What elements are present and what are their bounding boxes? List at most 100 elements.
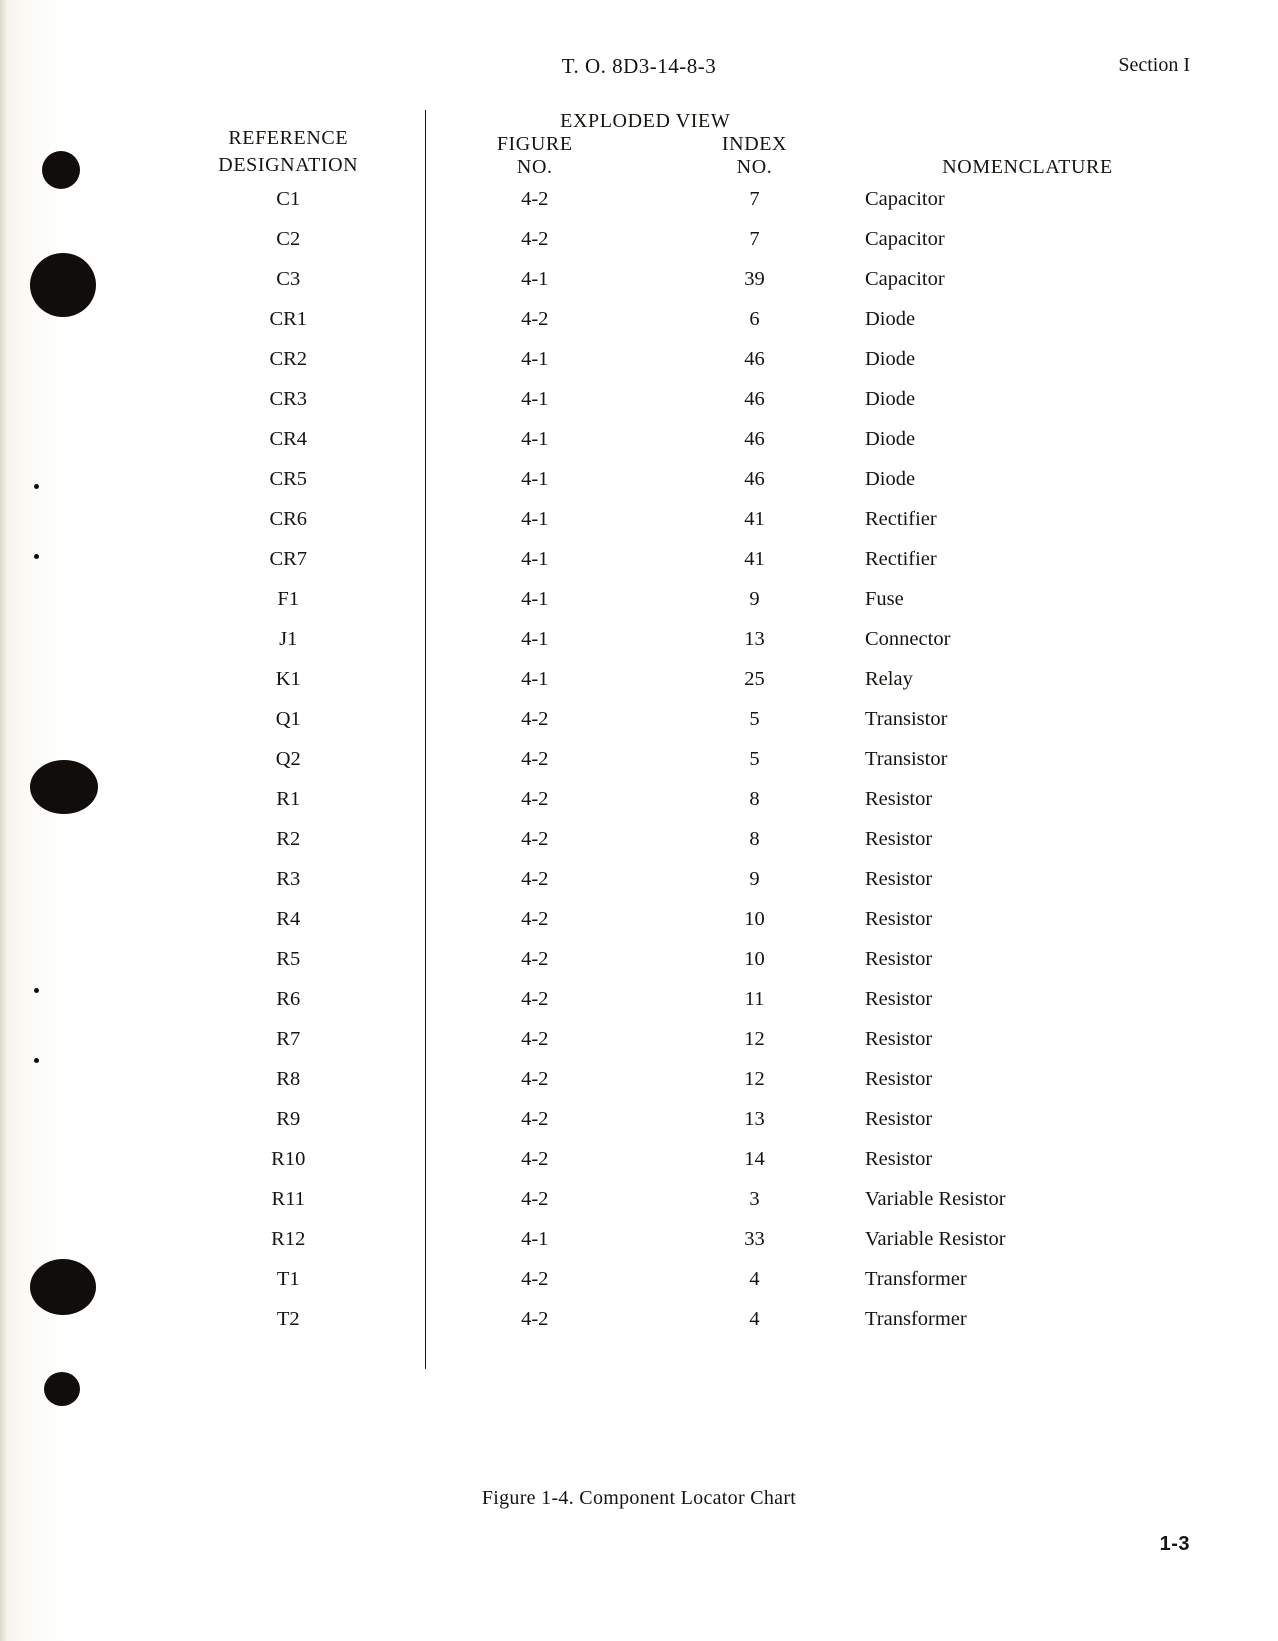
cell-index-no: 46 — [744, 347, 765, 370]
cell-index-no: 14 — [744, 1147, 765, 1170]
figure-caption: Figure 1-4. Component Locator Chart — [481, 1487, 797, 1509]
reference-designation-line1: REFERENCE — [228, 127, 349, 149]
cell-nomenclature: Rectifier — [865, 547, 937, 570]
cell-reference-designation: R4 — [276, 907, 301, 930]
column-header-figure-no: FIGURE NO. — [424, 133, 644, 179]
binder-punch-mark — [42, 151, 80, 189]
cell-reference-designation: CR3 — [269, 387, 308, 410]
cell-index-no: 9 — [749, 867, 760, 890]
cell-nomenclature: Transistor — [865, 707, 948, 730]
cell-nomenclature: Resistor — [865, 867, 933, 890]
cell-nomenclature: Resistor — [865, 787, 933, 810]
cell-reference-designation: CR5 — [269, 467, 308, 490]
cell-index-no: 11 — [744, 987, 765, 1010]
table-row: R11 4-2 3 Variable Resistor — [152, 1179, 1190, 1219]
cell-nomenclature: Rectifier — [865, 507, 937, 530]
cell-nomenclature: Transformer — [865, 1267, 967, 1290]
cell-figure-no: 4-2 — [424, 819, 644, 859]
table-row: R8 4-2 12 Resistor — [152, 1059, 1190, 1099]
cell-figure-no: 4-1 — [424, 619, 644, 659]
cell-index-no: 46 — [744, 427, 765, 450]
cell-nomenclature: Transistor — [865, 747, 948, 770]
cell-index-no: 4 — [749, 1267, 760, 1290]
cell-reference-designation: T2 — [276, 1307, 300, 1330]
speck-artifact — [34, 1058, 39, 1063]
cell-figure-no: 4-2 — [424, 1099, 644, 1139]
cell-nomenclature: Diode — [865, 387, 916, 410]
cell-reference-designation: R6 — [276, 987, 301, 1010]
cell-reference-designation: R8 — [276, 1067, 301, 1090]
cell-index-no: 4 — [749, 1307, 760, 1330]
reference-designation-line2: DESIGNATION — [218, 154, 359, 176]
cell-index-no: 13 — [744, 627, 765, 650]
cell-nomenclature: Resistor — [865, 907, 933, 930]
cell-index-no: 12 — [744, 1027, 765, 1050]
cell-figure-no: 4-1 — [424, 1219, 644, 1259]
cell-reference-designation: R2 — [276, 827, 301, 850]
cell-index-no: 3 — [749, 1187, 760, 1210]
table-footer — [152, 1339, 1190, 1369]
table-row: R10 4-2 14 Resistor — [152, 1139, 1190, 1179]
table-row: C1 4-2 7 Capacitor — [152, 179, 1190, 219]
speck-artifact — [34, 554, 39, 559]
cell-index-no: 9 — [749, 587, 760, 610]
index-no-line2: NO. — [736, 156, 773, 178]
cell-index-no: 41 — [744, 507, 765, 530]
cell-figure-no: 4-2 — [424, 739, 644, 779]
speck-artifact — [34, 484, 39, 489]
table-row: R4 4-2 10 Resistor — [152, 899, 1190, 939]
cell-reference-designation: F1 — [277, 587, 300, 610]
cell-nomenclature: Variable Resistor — [865, 1187, 1006, 1210]
column-header-nomenclature: NOMENCLATURE — [942, 156, 1113, 178]
cell-figure-no: 4-2 — [424, 899, 644, 939]
section-header: Section I — [1118, 54, 1190, 76]
component-locator-table: REFERENCE DESIGNATION EXPLODED VIEW NOME… — [152, 110, 1190, 1369]
table-row: Q2 4-2 5 Transistor — [152, 739, 1190, 779]
table-row: R9 4-2 13 Resistor — [152, 1099, 1190, 1139]
cell-nomenclature: Diode — [865, 347, 916, 370]
table-row: R12 4-1 33 Variable Resistor — [152, 1219, 1190, 1259]
cell-nomenclature: Variable Resistor — [865, 1227, 1006, 1250]
cell-figure-no: 4-2 — [424, 179, 644, 219]
cell-nomenclature: Capacitor — [865, 267, 945, 290]
cell-reference-designation: C3 — [276, 267, 301, 290]
cell-figure-no: 4-1 — [424, 259, 644, 299]
table-row: CR3 4-1 46 Diode — [152, 379, 1190, 419]
cell-figure-no: 4-2 — [424, 859, 644, 899]
cell-figure-no: 4-2 — [424, 1019, 644, 1059]
table-header: REFERENCE DESIGNATION EXPLODED VIEW NOME… — [152, 110, 1190, 179]
cell-figure-no: 4-2 — [424, 779, 644, 819]
table-row: Q1 4-2 5 Transistor — [152, 699, 1190, 739]
cell-figure-no: 4-1 — [424, 659, 644, 699]
speck-artifact — [34, 988, 39, 993]
cell-figure-no: 4-1 — [424, 339, 644, 379]
cell-nomenclature: Resistor — [865, 947, 933, 970]
document-number-header: T. O. 8D3-14-8-3 — [561, 54, 717, 78]
table-row: F1 4-1 9 Fuse — [152, 579, 1190, 619]
cell-index-no: 12 — [744, 1067, 765, 1090]
cell-reference-designation: Q2 — [275, 747, 301, 770]
table-bottom-padding-row — [152, 1339, 1190, 1369]
cell-reference-designation: J1 — [279, 627, 298, 650]
cell-reference-designation: R9 — [276, 1107, 301, 1130]
cell-index-no: 6 — [749, 307, 760, 330]
cell-reference-designation: R12 — [271, 1227, 306, 1250]
table-row: K1 4-1 25 Relay — [152, 659, 1190, 699]
cell-index-no: 7 — [749, 227, 760, 250]
page-number: 1-3 — [1159, 1533, 1190, 1555]
cell-figure-no: 4-2 — [424, 1259, 644, 1299]
table-row: R2 4-2 8 Resistor — [152, 819, 1190, 859]
table-row: T1 4-2 4 Transformer — [152, 1259, 1190, 1299]
table-row: R7 4-2 12 Resistor — [152, 1019, 1190, 1059]
cell-reference-designation: R10 — [271, 1147, 306, 1170]
cell-reference-designation: CR2 — [269, 347, 308, 370]
cell-reference-designation: R1 — [276, 787, 301, 810]
figure-no-line1: FIGURE — [496, 133, 573, 155]
cell-index-no: 8 — [749, 787, 760, 810]
binder-punch-mark — [44, 1372, 80, 1406]
table-row: R5 4-2 10 Resistor — [152, 939, 1190, 979]
cell-nomenclature: Resistor — [865, 827, 933, 850]
table-row: CR2 4-1 46 Diode — [152, 339, 1190, 379]
table-row: C2 4-2 7 Capacitor — [152, 219, 1190, 259]
cell-figure-no: 4-1 — [424, 539, 644, 579]
